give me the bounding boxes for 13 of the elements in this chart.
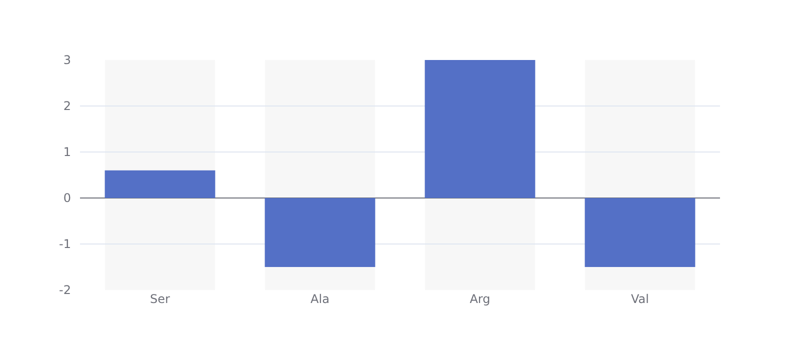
y-tick-label: -1: [59, 237, 71, 252]
x-tick-label: Ser: [150, 292, 170, 306]
y-tick-label: -2: [59, 283, 71, 298]
y-tick-label: 1: [63, 145, 71, 160]
bar: [584, 198, 696, 267]
x-tick-label: Val: [631, 292, 649, 306]
bar: [104, 170, 216, 198]
x-tick-label: Ala: [310, 292, 330, 306]
x-tick-label: Arg: [470, 292, 490, 306]
y-tick-label: 3: [63, 53, 71, 68]
bar: [264, 198, 376, 267]
y-tick-label: 0: [63, 191, 71, 206]
y-tick-label: 2: [63, 99, 71, 114]
